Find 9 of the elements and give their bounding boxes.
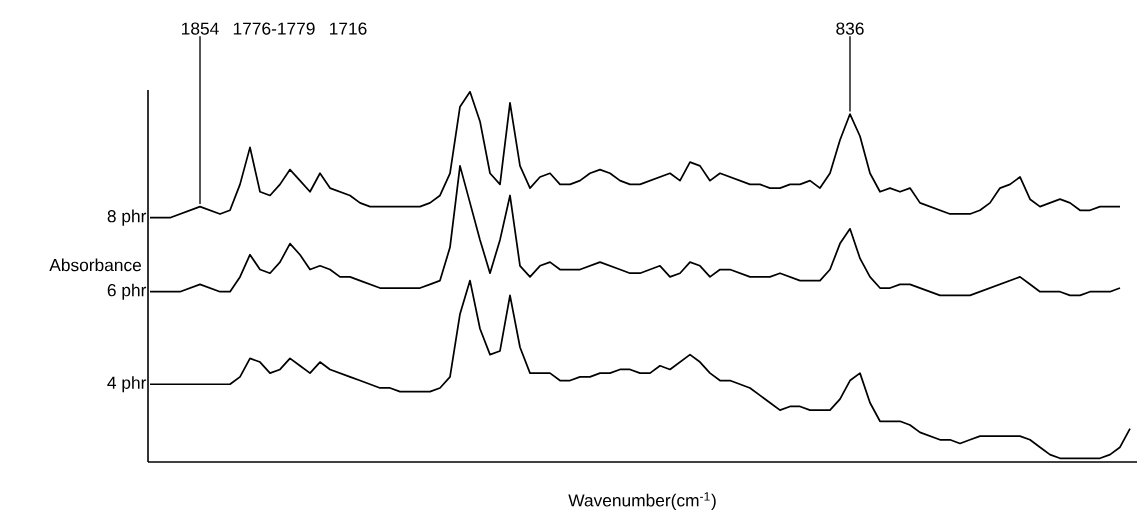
y-axis-title: Absorbance [49,258,141,272]
series-label: 4 phr [107,376,147,393]
text: 1716 [330,22,367,35]
series-label: 6 phr [107,283,147,300]
annotation: 836 [836,22,864,35]
series-label: 8 phr [107,209,147,226]
text: 1776-1779 [233,22,315,35]
x-axis-title: Wavenumber(cm$^{-1}$) [568,492,716,510]
annotation: 1854 [182,22,219,35]
